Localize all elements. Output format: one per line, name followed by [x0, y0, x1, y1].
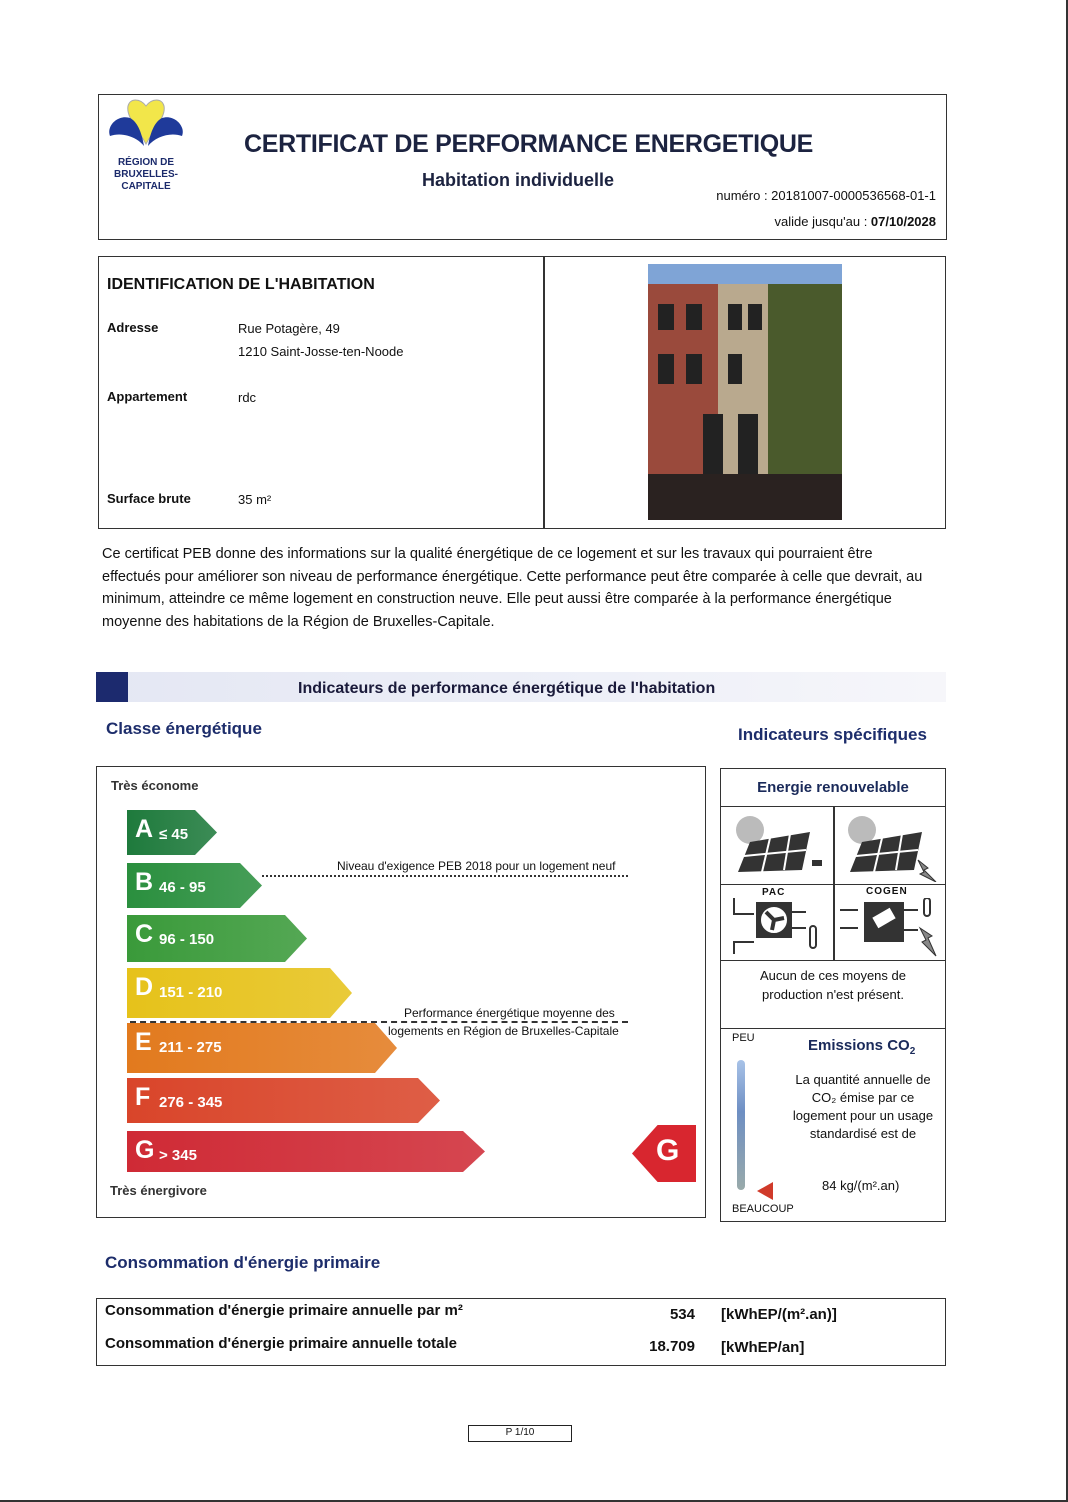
co2-title-text: Emissions CO — [808, 1037, 910, 1054]
class-title: Classe énergétique — [106, 719, 262, 738]
class-letter: B — [135, 868, 154, 896]
row-unit: [kWhEP/an] — [721, 1339, 805, 1356]
logo-line: BRUXELLES- — [114, 169, 178, 180]
class-range: 151 - 210 — [159, 984, 223, 1001]
specific-title: Indicateurs spécifiques — [738, 725, 927, 744]
energy-class-bar-b: B 46 - 95 — [127, 863, 262, 908]
average-note-2: logements en Région de Bruxelles-Capital… — [388, 1024, 619, 1038]
current-class: G — [656, 1134, 680, 1167]
building-photo — [648, 264, 842, 520]
row-value: 18.709 — [649, 1338, 695, 1355]
average-note-1: Performance énergétique moyenne des — [404, 1006, 615, 1020]
co2-value: 84 kg/(m².an) — [822, 1178, 900, 1193]
co2-title: Emissions CO2 — [808, 1037, 915, 1057]
address-label: Adresse — [107, 320, 159, 335]
divider — [543, 256, 545, 529]
co2-title-sub: 2 — [909, 1046, 916, 1057]
numero-value: 20181007-0000536568-01-1 — [771, 188, 936, 203]
brussels-iris-logo — [109, 99, 183, 146]
class-range: 276 - 345 — [159, 1094, 223, 1111]
class-range: > 345 — [159, 1147, 197, 1164]
class-letter: D — [135, 973, 154, 1001]
cogen-label: COGEN — [866, 886, 908, 897]
energy-class-bar-e: E 211 - 275 — [127, 1023, 397, 1073]
specific-box — [720, 768, 946, 1222]
apartment-label: Appartement — [107, 389, 188, 404]
co2-text: La quantité annuelle de CO₂ émise par ce… — [792, 1072, 934, 1141]
class-range: 96 - 150 — [159, 931, 215, 948]
row-label: Consommation d'énergie primaire annuelle… — [105, 1302, 463, 1319]
header-box — [98, 94, 947, 240]
class-letter: G — [135, 1136, 155, 1164]
intro-text: Ce certificat PEB donne des informations… — [102, 546, 923, 630]
cogeneration-icon — [840, 898, 937, 957]
average-line — [130, 1021, 628, 1023]
class-letter: F — [135, 1083, 151, 1111]
energy-class-bar-d: D 151 - 210 — [127, 968, 352, 1018]
co2-bottom-label: BEAUCOUP — [732, 1203, 794, 1215]
divider — [833, 806, 835, 960]
solar-pv-icon — [848, 816, 937, 882]
requirement-line — [262, 875, 628, 877]
class-range: 211 - 275 — [159, 1039, 222, 1056]
solar-thermal-icon — [736, 816, 822, 873]
document-title: CERTIFICAT DE PERFORMANCE ENERGETIQUE — [244, 130, 814, 158]
bottom-label: Très énergivore — [110, 1183, 207, 1198]
logo-line: CAPITALE — [121, 181, 171, 192]
class-range: 46 - 95 — [159, 879, 206, 896]
energy-class-bar-g: G > 345 — [127, 1131, 485, 1172]
page-number: P 1/10 — [468, 1425, 572, 1442]
logo-text: RÉGION DE BRUXELLES- CAPITALE — [106, 157, 186, 193]
valid-label: valide jusqu'au : — [774, 214, 871, 229]
energy-class-bar-f: F 276 - 345 — [127, 1078, 440, 1123]
apartment-value: rdc — [238, 390, 257, 405]
address-line2: 1210 Saint-Josse-ten-Noode — [238, 344, 404, 359]
address-line1: Rue Potagère, 49 — [238, 321, 340, 336]
heat-pump-icon — [733, 898, 817, 954]
row-unit: [kWhEP/(m².an)] — [721, 1306, 837, 1323]
identification-box — [98, 256, 946, 529]
pac-label: PAC — [762, 887, 786, 898]
identification-title: IDENTIFICATION DE L'HABITATION — [107, 276, 375, 293]
co2-top-label: PEU — [732, 1032, 755, 1044]
energy-class-box — [96, 766, 706, 1218]
certificate-number: numéro : 20181007-0000536568-01-1 — [636, 188, 936, 203]
valid-date: 07/10/2028 — [870, 214, 936, 229]
logo-line: RÉGION DE — [117, 157, 175, 168]
consumption-table: Consommation d'énergie primaire annuelle… — [96, 1298, 946, 1366]
top-label: Très économe — [111, 778, 199, 793]
class-letter: E — [135, 1028, 152, 1056]
row-value: 534 — [669, 1306, 695, 1323]
band-marker — [96, 672, 128, 702]
row-label: Consommation d'énergie primaire annuelle… — [105, 1335, 457, 1352]
co2-scale — [737, 1060, 745, 1190]
renewable-status: Aucun de ces moyens de production n'est … — [760, 968, 906, 1002]
surface-label: Surface brute — [107, 491, 191, 506]
requirement-note: Niveau d'exigence PEB 2018 pour un logem… — [337, 859, 616, 873]
renewable-title: Energie renouvelable — [757, 779, 909, 796]
divider — [720, 960, 946, 961]
validity: valide jusqu'au : 07/10/2028 — [636, 214, 936, 229]
class-letter: C — [135, 920, 154, 948]
numero-label: numéro : — [716, 188, 772, 203]
document-subtitle: Habitation individuelle — [422, 170, 615, 190]
class-letter: A — [135, 815, 154, 843]
section-title: Indicateurs de performance énergétique d… — [298, 680, 716, 697]
class-range: ≤ 45 — [159, 826, 189, 843]
section-band — [96, 672, 946, 702]
consumption-title: Consommation d'énergie primaire — [105, 1253, 381, 1272]
divider — [720, 1028, 946, 1029]
energy-class-bar-a: A ≤ 45 — [127, 810, 217, 855]
energy-class-bar-c: C 96 - 150 — [127, 915, 307, 962]
surface-value: 35 m² — [238, 492, 272, 507]
